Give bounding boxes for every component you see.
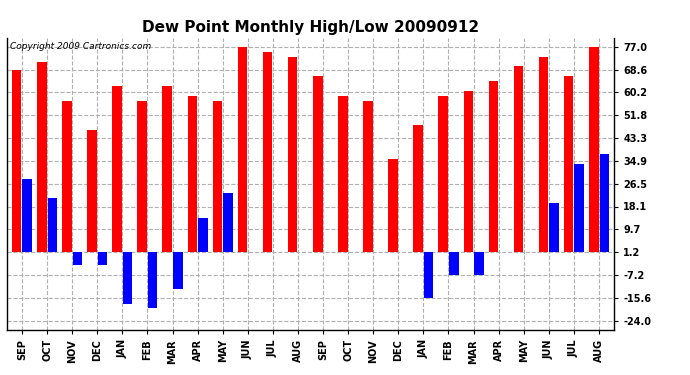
Bar bbox=[48, 198, 57, 252]
Bar bbox=[338, 96, 348, 252]
Bar bbox=[449, 252, 459, 275]
Bar bbox=[98, 252, 107, 265]
Bar bbox=[72, 252, 82, 265]
Bar bbox=[489, 81, 498, 252]
Bar bbox=[23, 178, 32, 252]
Bar bbox=[600, 154, 609, 252]
Bar bbox=[464, 91, 473, 252]
Bar bbox=[313, 76, 322, 252]
Bar bbox=[198, 217, 208, 252]
Bar bbox=[438, 96, 448, 252]
Bar bbox=[173, 252, 183, 289]
Bar bbox=[223, 193, 233, 252]
Bar bbox=[213, 100, 222, 252]
Bar bbox=[564, 76, 573, 252]
Bar bbox=[413, 125, 423, 252]
Bar bbox=[148, 252, 157, 308]
Bar bbox=[575, 164, 584, 252]
Bar bbox=[388, 159, 398, 252]
Bar bbox=[137, 100, 147, 252]
Bar bbox=[188, 96, 197, 252]
Bar bbox=[549, 203, 559, 252]
Bar bbox=[123, 252, 132, 304]
Bar bbox=[37, 62, 46, 252]
Bar bbox=[62, 100, 72, 252]
Bar bbox=[238, 47, 247, 252]
Bar bbox=[424, 252, 433, 298]
Bar bbox=[363, 100, 373, 252]
Bar bbox=[589, 47, 598, 252]
Text: Copyright 2009 Cartronics.com: Copyright 2009 Cartronics.com bbox=[10, 42, 151, 51]
Bar bbox=[539, 57, 549, 252]
Bar bbox=[514, 66, 523, 252]
Title: Dew Point Monthly High/Low 20090912: Dew Point Monthly High/Low 20090912 bbox=[142, 20, 479, 35]
Bar bbox=[112, 86, 122, 252]
Bar bbox=[162, 86, 172, 252]
Bar bbox=[263, 52, 273, 252]
Bar bbox=[87, 130, 97, 252]
Bar bbox=[12, 70, 21, 252]
Bar bbox=[474, 252, 484, 275]
Bar bbox=[288, 57, 297, 252]
